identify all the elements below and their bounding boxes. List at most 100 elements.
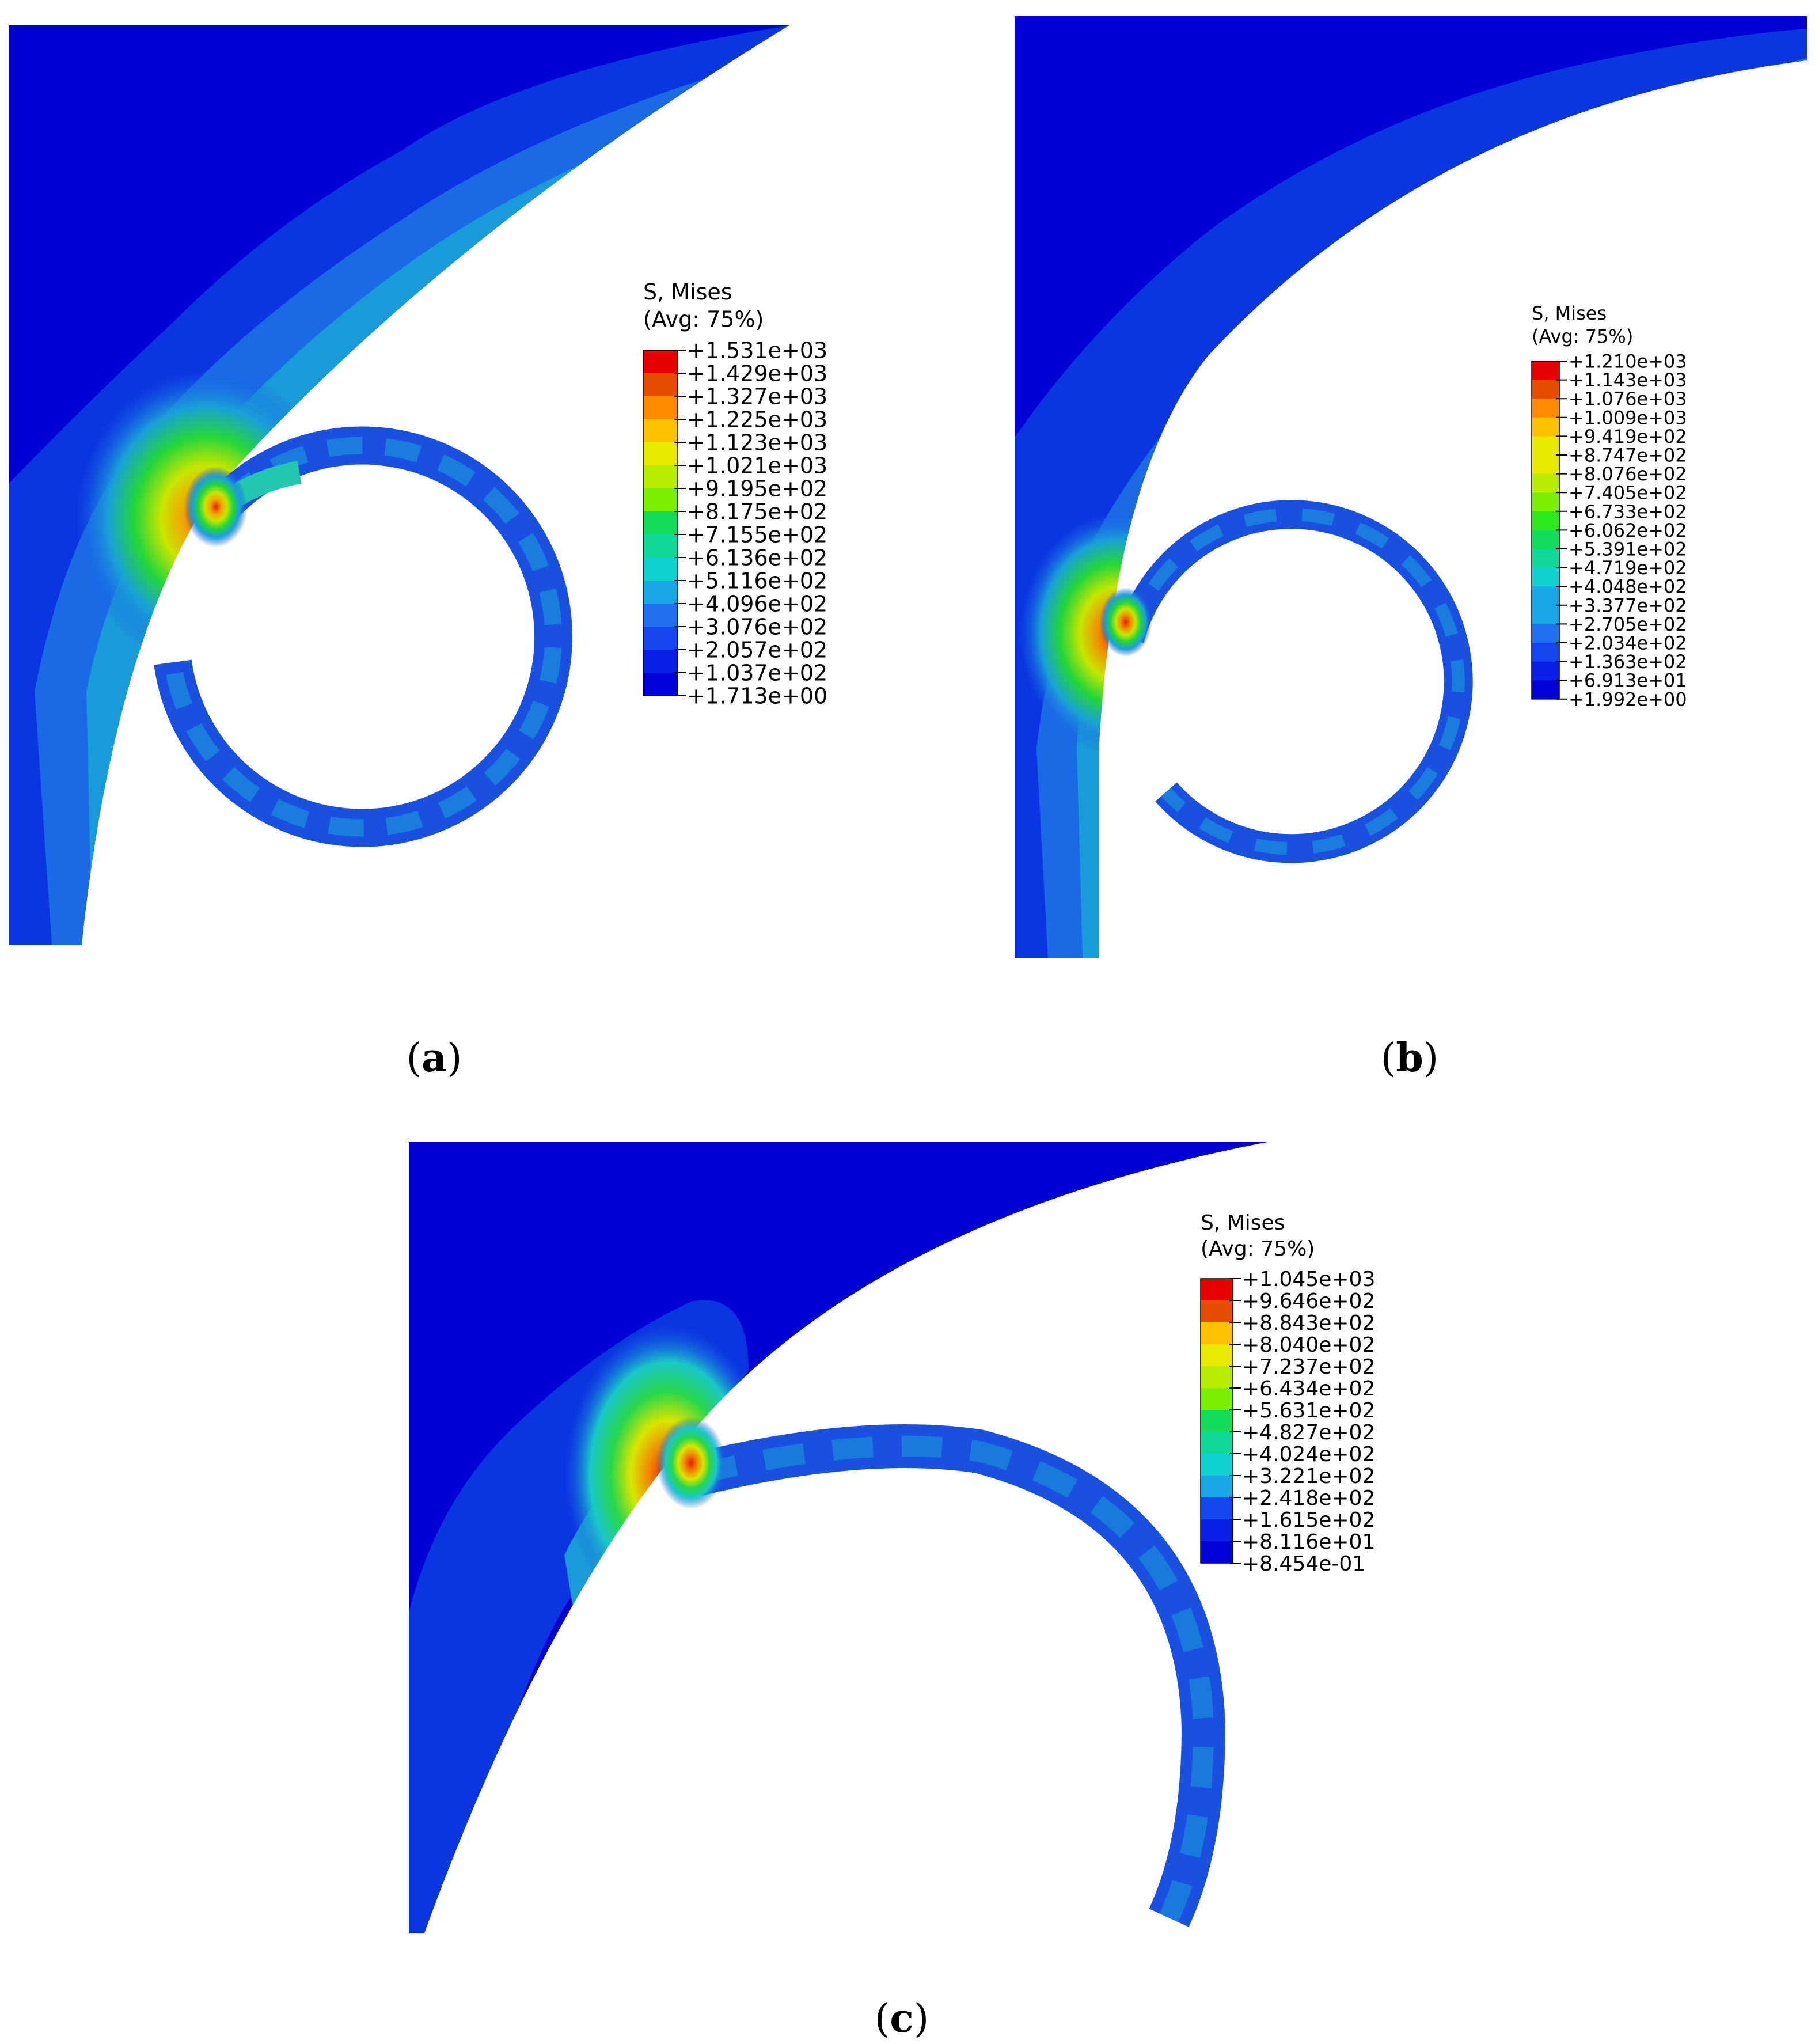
legend-swatch <box>643 581 678 604</box>
legend-value: +1.045e+03 <box>1242 1268 1375 1291</box>
legend-value: +8.175e+02 <box>687 499 827 525</box>
legend-swatch <box>643 373 678 397</box>
legend-swatch <box>643 350 678 374</box>
legend-value: +5.631e+02 <box>1242 1399 1375 1423</box>
legend-value: +1.143e+03 <box>1569 369 1687 391</box>
legend-value: +4.827e+02 <box>1242 1421 1375 1444</box>
legend-value: +9.419e+02 <box>1569 426 1687 448</box>
legend-value: +3.076e+02 <box>687 615 827 640</box>
legend-swatch <box>643 419 678 443</box>
legend-swatch <box>1532 549 1559 568</box>
legend-swatch <box>643 442 678 466</box>
legend-swatch <box>1201 1432 1233 1454</box>
legend-value: +2.705e+02 <box>1569 613 1687 635</box>
legend-value: +1.009e+03 <box>1569 407 1687 428</box>
legend-value: +2.034e+02 <box>1569 632 1687 654</box>
legend-value: +1.992e+00 <box>1569 688 1687 710</box>
spring-ring-a <box>154 426 572 847</box>
legend-value: +5.116e+02 <box>687 568 827 594</box>
legend-swatch <box>1201 1322 1233 1345</box>
legend-swatch <box>643 673 678 696</box>
legend-title: S, Mises <box>1532 302 1607 324</box>
legend-value: +8.076e+02 <box>1569 463 1687 485</box>
legend-value: +7.237e+02 <box>1242 1355 1375 1379</box>
legend-b: S, Mises(Avg: 75%)+1.210e+03+1.143e+03+1… <box>1531 302 1687 710</box>
legend-title: S, Mises <box>1201 1211 1285 1235</box>
panel-b <box>1015 16 1808 958</box>
legend-value: +9.646e+02 <box>1242 1290 1375 1313</box>
legend-swatch <box>1532 643 1559 662</box>
legend-swatch <box>1532 567 1559 587</box>
legend-swatch <box>1201 1388 1233 1410</box>
legend-value: +1.123e+03 <box>687 430 827 456</box>
legend-swatch <box>1201 1366 1233 1389</box>
legend-value: +6.062e+02 <box>1569 519 1687 541</box>
legend-swatch <box>643 604 678 627</box>
legend-swatch <box>1532 455 1559 475</box>
legend-value: +1.037e+02 <box>687 661 827 686</box>
legend-subtitle: (Avg: 75%) <box>1532 325 1633 347</box>
legend-value: +5.391e+02 <box>1569 539 1687 560</box>
legend-swatch <box>1532 436 1559 456</box>
legend-value: +4.719e+02 <box>1569 557 1687 579</box>
contact-arc-a <box>82 23 795 945</box>
legend-value: +7.155e+02 <box>687 522 827 548</box>
legend-a: S, Mises(Avg: 75%)+1.531e+03+1.429e+03+1… <box>643 279 827 709</box>
legend-swatch <box>1201 1497 1233 1520</box>
legend-swatch <box>643 627 678 650</box>
legend-swatch <box>1201 1279 1233 1301</box>
legend-swatch <box>1532 624 1559 643</box>
legend-c: S, Mises(Avg: 75%) +1.045e+03+9.646e+02 +8… <box>1200 1211 1375 1576</box>
caption-b: (b) <box>1381 1035 1439 1081</box>
legend-value: +6.434e+02 <box>1242 1377 1375 1401</box>
legend-swatch <box>643 511 678 535</box>
legend-value: +3.221e+02 <box>1242 1465 1375 1488</box>
legend-value: +4.024e+02 <box>1242 1443 1375 1466</box>
caption-c: (c) <box>875 1996 929 2042</box>
legend-value: +1.327e+03 <box>687 384 827 409</box>
panel-c <box>409 1140 1277 1935</box>
legend-swatch <box>1532 530 1559 549</box>
legend-value: +1.076e+03 <box>1569 388 1687 410</box>
legend-swatch <box>1201 1476 1233 1498</box>
legend-swatch <box>1201 1454 1233 1476</box>
legend-border <box>1531 361 1560 700</box>
legend-swatch <box>1201 1410 1233 1432</box>
legend-swatch <box>643 396 678 420</box>
legend-swatch <box>1201 1344 1233 1367</box>
legend-value: +1.021e+03 <box>687 453 827 479</box>
legend-value: +2.057e+02 <box>687 638 827 663</box>
legend-swatch <box>643 488 678 512</box>
legend-swatch <box>1532 380 1559 399</box>
legend-value: +6.136e+02 <box>687 545 827 571</box>
legend-border <box>1200 1278 1233 1564</box>
legend-swatch <box>643 534 678 558</box>
legend-value: +1.225e+03 <box>687 407 827 433</box>
legend-swatch <box>1532 473 1559 493</box>
legend-border <box>643 350 678 696</box>
legend-swatch <box>1532 492 1559 512</box>
legend-swatch <box>1532 680 1559 700</box>
legend-swatch <box>1532 399 1559 418</box>
legend-value: +8.040e+02 <box>1242 1333 1375 1357</box>
legend-value: +1.713e+00 <box>687 684 827 709</box>
legend-swatch <box>1201 1541 1233 1564</box>
legend-swatch <box>1532 361 1559 381</box>
legend-subtitle: (Avg: 75%) <box>1201 1237 1315 1261</box>
legend-swatch <box>1532 511 1559 530</box>
legend-swatch <box>643 558 678 581</box>
legend-value: +6.913e+01 <box>1569 670 1687 692</box>
legend-swatch <box>1201 1300 1233 1323</box>
legend-value: +1.363e+02 <box>1569 651 1687 673</box>
legend-swatch <box>643 650 678 673</box>
legend-value: +1.210e+03 <box>1569 351 1687 373</box>
legend-value: +3.377e+02 <box>1569 594 1687 616</box>
legend-value: +6.733e+02 <box>1569 500 1687 522</box>
legend-swatch <box>1532 661 1559 681</box>
legend-value: +4.048e+02 <box>1569 576 1687 598</box>
legend-value: +9.195e+02 <box>687 476 827 502</box>
legend-swatch <box>1532 605 1559 624</box>
legend-subtitle: (Avg: 75%) <box>643 307 764 332</box>
legend-swatch <box>1532 417 1559 437</box>
